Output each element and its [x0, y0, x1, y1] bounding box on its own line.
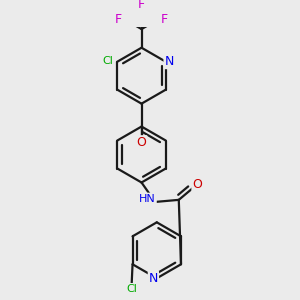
Text: N: N	[149, 272, 158, 285]
Text: HN: HN	[139, 194, 156, 203]
Text: F: F	[138, 0, 145, 11]
Text: Cl: Cl	[103, 56, 113, 66]
Text: O: O	[136, 136, 146, 149]
Text: Cl: Cl	[126, 284, 137, 294]
Text: O: O	[192, 178, 202, 191]
Text: F: F	[115, 13, 122, 26]
Text: N: N	[164, 55, 174, 68]
Text: F: F	[161, 13, 168, 26]
